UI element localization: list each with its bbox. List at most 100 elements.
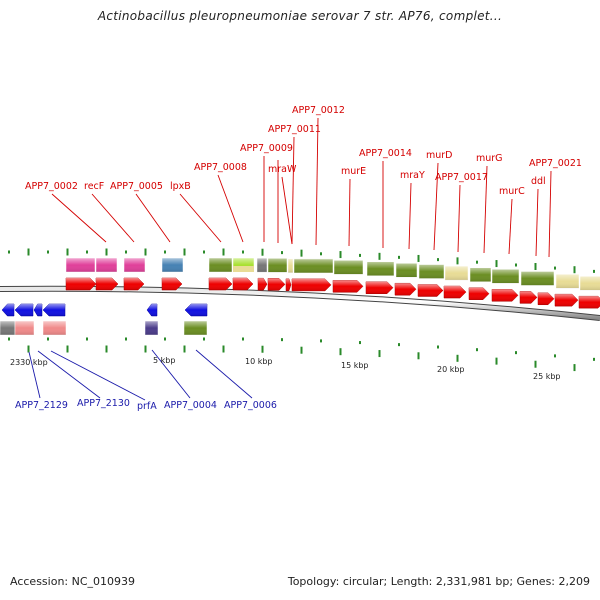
gene-label-app7-0014[interactable]: APP7_0014 — [359, 148, 412, 159]
gene-arrow-gloss — [555, 294, 578, 307]
gene-label-app7-0004[interactable]: APP7_0004 — [164, 400, 217, 411]
label-leader-line — [151, 349, 191, 399]
tick-mark — [417, 352, 420, 360]
tick-mark — [86, 250, 88, 254]
cog-box-gloss — [66, 258, 95, 272]
label-leader-line — [315, 117, 319, 246]
gene-label-app7-0008[interactable]: APP7_0008 — [194, 162, 247, 173]
cog-box-gloss — [556, 274, 579, 289]
cog-box-gloss — [492, 269, 519, 284]
tick-mark — [534, 360, 537, 368]
gene-label-app7-0021[interactable]: APP7_0021 — [529, 158, 582, 169]
gene-arrow-gloss — [96, 278, 118, 290]
gene-label-app7-0012[interactable]: APP7_0012 — [292, 105, 345, 116]
topology-text: Topology: circular; Length: 2,331,981 bp… — [287, 575, 590, 588]
gene-arrow-gloss — [292, 278, 331, 291]
tick-mark — [554, 354, 556, 358]
tick-mark — [456, 354, 459, 362]
gene-label-app7-0011[interactable]: APP7_0011 — [268, 124, 321, 135]
gene-arrow-gloss — [333, 280, 363, 293]
cog-box-gloss — [145, 321, 158, 335]
tick-mark — [242, 337, 244, 341]
label-leader-line — [508, 198, 513, 255]
tick-mark — [281, 251, 283, 255]
gene-arrow-gloss — [444, 286, 466, 299]
cog-box-gloss — [124, 258, 145, 272]
tick-mark — [320, 339, 322, 343]
gene-label-murd[interactable]: murD — [426, 150, 453, 161]
cog-box-gloss — [396, 263, 417, 278]
label-leader-line — [548, 170, 552, 258]
gene-label-murg[interactable]: murG — [476, 153, 503, 164]
gene-arrow-gloss — [286, 278, 291, 291]
label-leader-line — [51, 193, 107, 243]
gene-label-app7-0005[interactable]: APP7_0005 — [110, 181, 163, 192]
tick-mark — [66, 345, 69, 353]
cog-box-gloss — [0, 321, 15, 335]
gene-arrow-gloss — [209, 278, 232, 290]
tick-mark — [27, 345, 30, 353]
gene-label-murc[interactable]: murC — [499, 186, 525, 197]
gene-label-mray[interactable]: mraY — [400, 170, 425, 181]
tick-mark — [359, 253, 361, 257]
gene-arrow-gloss — [185, 304, 207, 316]
gene-label-app7-0017[interactable]: APP7_0017 — [435, 172, 488, 183]
scale-label-25: 25 kbp — [533, 372, 561, 381]
gene-label-mure[interactable]: murE — [341, 166, 366, 177]
cog-box-gloss — [209, 258, 232, 272]
tick-mark — [573, 266, 576, 274]
tick-mark — [456, 257, 459, 265]
cog-box-gloss — [521, 271, 554, 286]
tick-mark — [242, 250, 244, 254]
gene-arrow-gloss — [418, 284, 443, 297]
tick-mark — [222, 345, 225, 353]
tick-mark — [281, 338, 283, 342]
cog-box-gloss — [580, 276, 600, 291]
gene-label-app7-0009[interactable]: APP7_0009 — [240, 143, 293, 154]
tick-mark — [300, 346, 303, 354]
gene-arrow-gloss — [520, 291, 537, 304]
tick-mark — [164, 337, 166, 341]
gene-label-app7-2130[interactable]: APP7_2130 — [77, 398, 130, 409]
tick-mark — [203, 337, 205, 341]
gene-arrow-gloss — [233, 278, 253, 290]
tick-mark — [554, 266, 556, 270]
gene-label-recf[interactable]: recF — [84, 181, 104, 192]
cog-box-gloss — [445, 266, 468, 281]
tick-mark — [300, 249, 303, 257]
gene-label-mraw[interactable]: mraW — [268, 164, 297, 175]
tick-mark — [144, 345, 147, 353]
tick-row-top — [8, 248, 595, 274]
label-leader-line — [408, 182, 412, 250]
cog-box-gloss — [257, 258, 267, 273]
tick-mark — [378, 252, 381, 260]
label-leader-line — [28, 351, 41, 399]
tick-mark — [495, 357, 498, 365]
gene-label-lpxb[interactable]: lpxB — [170, 181, 191, 192]
tick-mark — [47, 337, 49, 341]
gene-label-app7-0002[interactable]: APP7_0002 — [25, 181, 78, 192]
tick-mark — [339, 348, 342, 356]
cog-box-gloss — [268, 258, 287, 273]
label-leader-lines — [28, 117, 552, 401]
tick-mark — [593, 357, 595, 361]
gene-label-app7-0006[interactable]: APP7_0006 — [224, 400, 277, 411]
tick-mark — [203, 250, 205, 254]
label-leader-line — [433, 162, 439, 251]
tick-mark — [437, 345, 439, 349]
tick-mark — [515, 263, 517, 267]
label-leader-line — [195, 349, 253, 399]
tick-mark — [183, 345, 186, 353]
gene-arrow-gloss — [124, 278, 144, 290]
gene-arrow-gloss — [469, 287, 489, 300]
gene-arrow-gloss — [268, 278, 285, 291]
gene-arrow-gloss — [162, 278, 182, 290]
gene-label-app7-2129[interactable]: APP7_2129 — [15, 400, 68, 411]
cog-track-forward — [65, 257, 600, 291]
tick-mark — [573, 364, 576, 372]
gene-label-ddl[interactable]: ddl — [531, 176, 546, 187]
cog-box-gloss — [184, 321, 207, 335]
gene-label-prfa[interactable]: prfA — [137, 401, 157, 412]
tick-mark — [86, 337, 88, 341]
